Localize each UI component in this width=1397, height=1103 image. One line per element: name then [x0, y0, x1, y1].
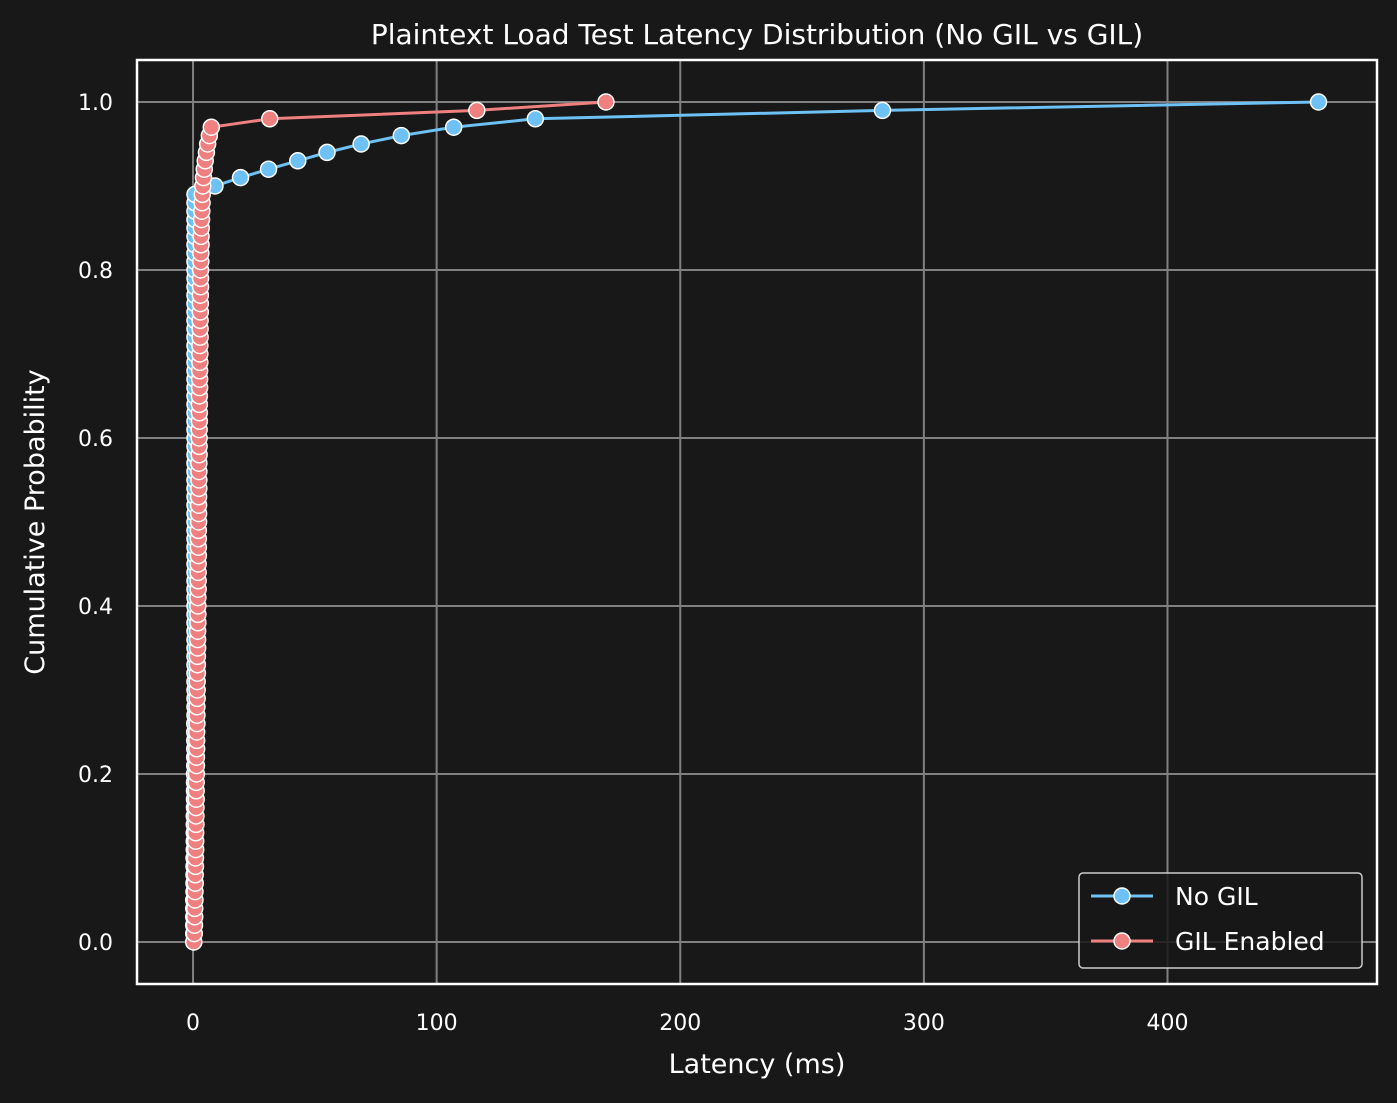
data-point — [202, 118, 221, 136]
x-tick-label: 300 — [903, 1011, 945, 1036]
y-tick-label: 0.4 — [78, 595, 113, 620]
legend-marker-no-gil — [1113, 887, 1131, 905]
legend: No GIL GIL Enabled — [1078, 872, 1363, 969]
x-tick-label: 400 — [1146, 1011, 1188, 1036]
ticks: 0 100 200 300 400 0.0 0.2 0.4 0.6 0.8 1.0 — [78, 91, 1188, 1036]
series-gil-enabled — [185, 93, 615, 951]
legend-label-gil-enabled: GIL Enabled — [1175, 927, 1325, 956]
data-point — [289, 152, 307, 170]
series-layer — [185, 93, 1328, 951]
data-point — [597, 93, 615, 111]
y-tick-label: 0.8 — [78, 259, 113, 284]
data-point — [526, 110, 545, 128]
data-point — [261, 110, 279, 128]
x-tick-label: 0 — [186, 1011, 200, 1036]
y-tick-label: 1.0 — [78, 91, 113, 116]
data-point — [231, 168, 250, 187]
plot-frame — [135, 58, 1379, 986]
y-tick-label: 0.6 — [78, 427, 113, 452]
data-point — [318, 143, 336, 162]
x-tick-label: 100 — [416, 1011, 458, 1036]
data-point — [1309, 93, 1328, 111]
x-axis-label: Latency (ms) — [669, 1049, 846, 1080]
legend-label-no-gil: No GIL — [1175, 882, 1258, 911]
data-point — [259, 160, 278, 178]
data-point — [468, 101, 486, 120]
data-point — [352, 135, 370, 153]
data-point — [873, 101, 892, 120]
legend-marker-gil-enabled — [1113, 932, 1131, 950]
y-tick-label: 0.2 — [78, 763, 113, 788]
grid — [137, 60, 1377, 984]
y-tick-label: 0.0 — [78, 931, 113, 956]
y-axis-label: Cumulative Probability — [20, 369, 51, 674]
x-tick-label: 200 — [659, 1011, 701, 1036]
data-point — [444, 118, 463, 136]
data-point — [392, 126, 411, 145]
chart-title: Plaintext Load Test Latency Distribution… — [371, 18, 1143, 51]
